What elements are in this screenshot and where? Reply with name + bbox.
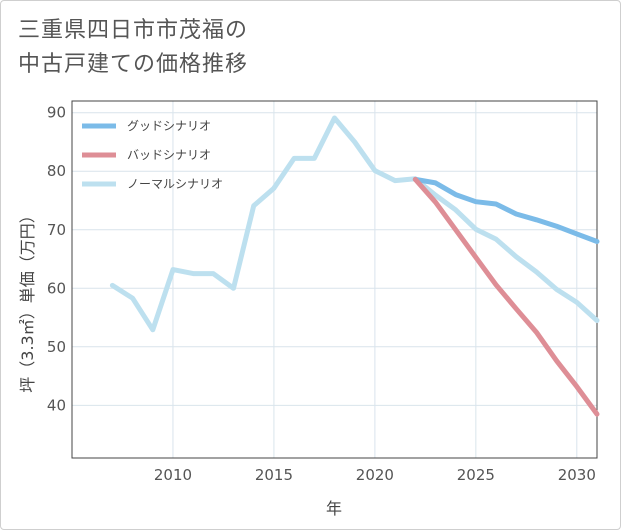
series-line-0: [412, 176, 600, 244]
plot-area-border: [71, 100, 598, 459]
chart-title-line-1: 三重県四日市市茂福の: [18, 18, 249, 43]
x-axis-label: 年: [326, 499, 342, 518]
chart-title: 三重県四日市市茂福の 中古戸建ての価格推移: [18, 14, 248, 82]
y-tick-label: 50: [47, 338, 66, 356]
y-tick-label: 70: [47, 221, 66, 239]
y-tick-label: 40: [47, 396, 66, 414]
legend-label: グッドシナリオ: [127, 119, 211, 133]
y-tick-label: 60: [47, 279, 66, 297]
y-axis-label: 坪（3.3㎡）単価（万円）: [18, 207, 37, 392]
series-line-2: [109, 115, 600, 333]
legend-label: ノーマルシナリオ: [127, 177, 223, 191]
axis-ticks: 2010 2015 2020 2025 2030 40 50 60 70 80 90: [47, 104, 596, 484]
y-tick-label: 80: [47, 162, 66, 180]
x-tick-label: 2025: [457, 466, 495, 484]
x-tick-label: 2010: [154, 466, 192, 484]
legend-label: バッドシナリオ: [127, 148, 211, 162]
grid-lines: [72, 101, 597, 458]
series-lines: [109, 115, 600, 417]
y-tick-label: 90: [47, 104, 66, 122]
x-tick-label: 2030: [558, 466, 596, 484]
x-tick-label: 2015: [255, 466, 293, 484]
chart-title-line-2: 中古戸建ての価格推移: [18, 52, 249, 77]
series-line-1: [412, 176, 600, 417]
x-tick-label: 2020: [356, 466, 394, 484]
